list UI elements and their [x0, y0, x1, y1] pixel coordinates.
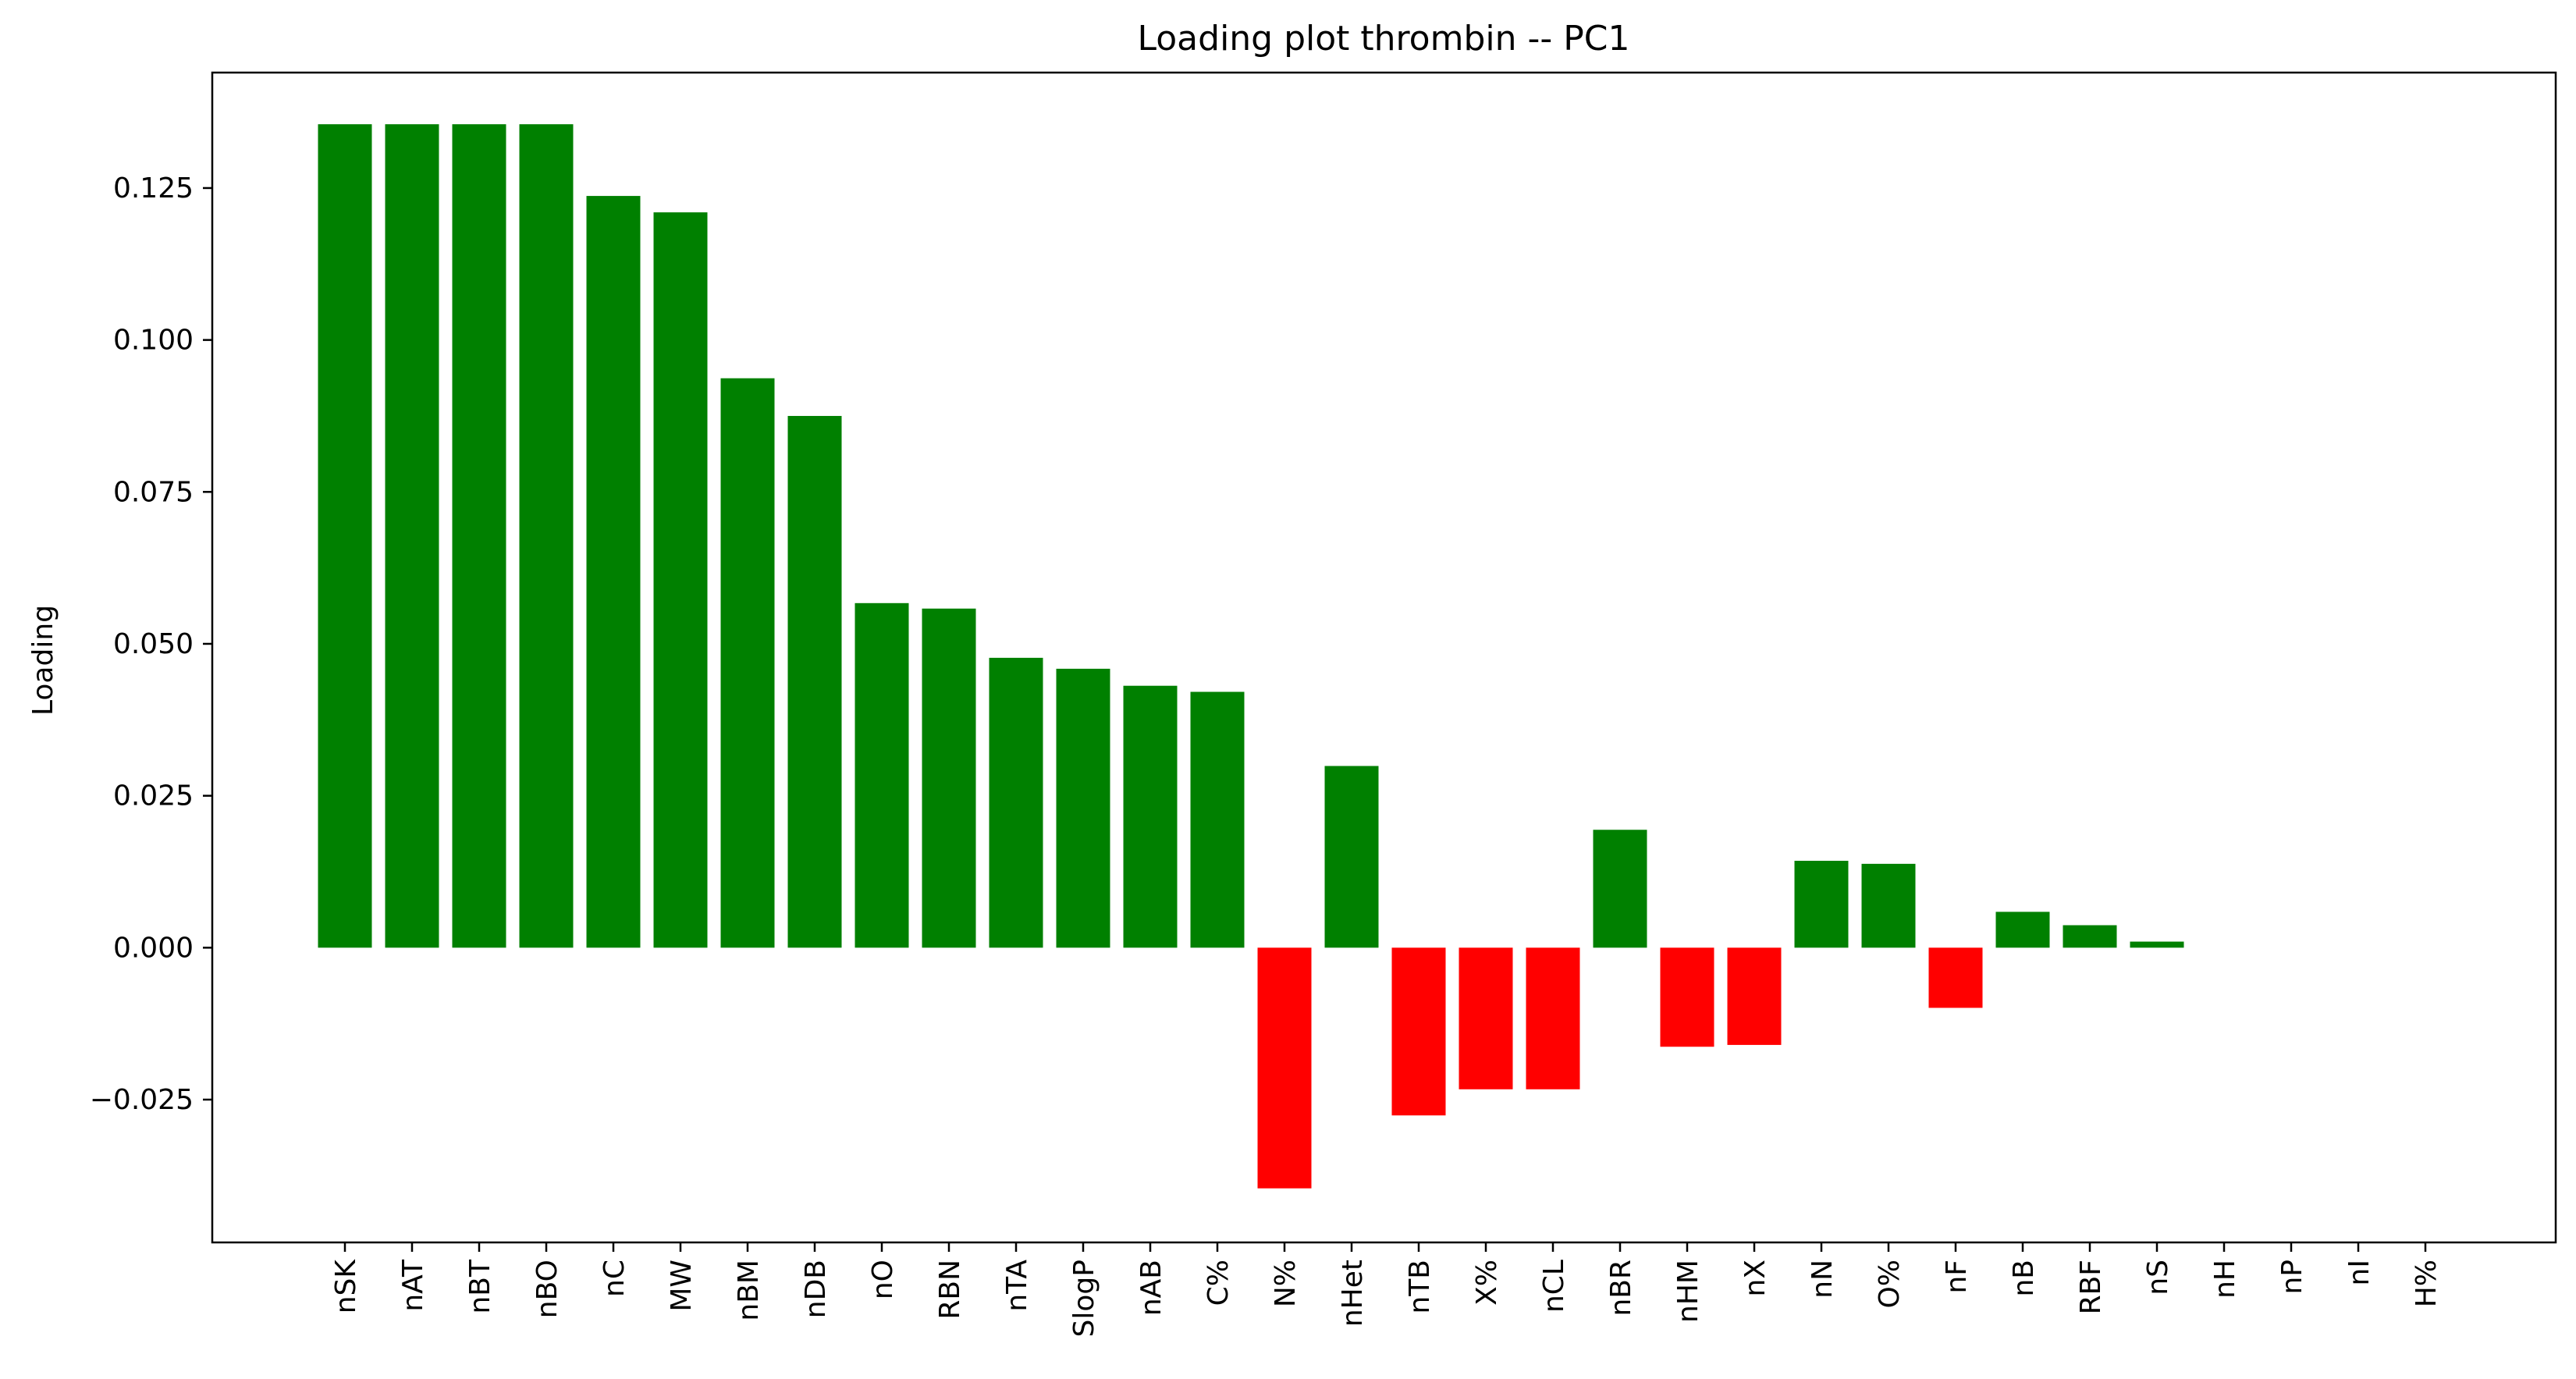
axis-layer: nSK nAT nBT nBO nC MW nBM nDB nO RBN nTA SlogP nAB C%… [90, 172, 2443, 1337]
x-tick-label: nHet [1337, 1260, 1369, 1327]
x-tick-label: nP [2276, 1260, 2308, 1295]
x-tick-label: nBR [1605, 1260, 1637, 1317]
bar-nbm [720, 378, 775, 948]
x-tick-label: O% [1874, 1260, 1906, 1309]
bar-mw [653, 212, 708, 948]
y-tick-label: 0.050 [113, 628, 194, 660]
bar-rbn [922, 608, 976, 948]
y-tick-label: 0.075 [113, 476, 194, 508]
bar-ncl [1526, 947, 1580, 1089]
bar-ndb [787, 415, 842, 948]
bar-slogp [1056, 668, 1110, 948]
bar-x-pct [1459, 947, 1513, 1089]
bar-nta [989, 657, 1043, 948]
chart-title: Loading plot thrombin -- PC1 [1138, 19, 1630, 59]
bar-nc [586, 196, 641, 948]
x-tick-label: nCL [1538, 1260, 1570, 1313]
bar-n-pct [1257, 947, 1312, 1189]
bar-nat [385, 124, 439, 948]
bar-no [855, 602, 909, 948]
x-tick-label: nI [2343, 1260, 2375, 1285]
bar-nab [1123, 685, 1178, 948]
bar-c-pct [1190, 691, 1245, 948]
bar-nf [1928, 947, 1983, 1008]
x-tick-label: nDB [800, 1260, 832, 1318]
x-tick-label: SlogP [1068, 1260, 1100, 1337]
x-tick-label: nBM [733, 1260, 765, 1321]
x-tick-label: nBO [531, 1260, 563, 1318]
x-tick-label: nO [867, 1260, 899, 1299]
x-tick-label: nHM [1672, 1260, 1704, 1323]
x-tick-label: X% [1471, 1260, 1503, 1306]
x-tick-label: N% [1270, 1260, 1302, 1307]
bar-nn [1794, 860, 1849, 948]
bar-nx [1727, 947, 1782, 1045]
x-tick-label: nTA [1001, 1260, 1033, 1312]
x-tick-label: nS [2142, 1260, 2174, 1295]
x-tick-label: RBN [934, 1260, 966, 1320]
x-tick-label: nTB [1404, 1260, 1436, 1314]
x-tick-label: H% [2411, 1260, 2443, 1307]
x-tick-label: C% [1203, 1260, 1235, 1306]
bars-layer [318, 124, 2184, 1189]
y-axis-label: Loading [27, 605, 59, 716]
bar-o-pct [1861, 863, 1916, 948]
x-tick-label: nH [2209, 1260, 2241, 1299]
bar-rbf [2063, 925, 2117, 948]
x-tick-label: nF [1941, 1260, 1973, 1294]
bar-ntb [1391, 947, 1446, 1116]
bar-nhm [1660, 947, 1714, 1047]
y-tick-label: −0.025 [90, 1084, 194, 1116]
x-tick-label: RBF [2075, 1260, 2107, 1314]
bar-ns [2130, 941, 2184, 948]
x-tick-label: nBT [464, 1259, 496, 1314]
y-tick-label: 0.000 [113, 932, 194, 964]
y-tick-label: 0.100 [113, 325, 194, 357]
x-tick-label: nAT [397, 1259, 429, 1312]
bar-nb [1995, 912, 2050, 948]
x-tick-label: nN [1807, 1260, 1839, 1299]
plot-area-frame [211, 71, 2557, 1244]
bar-nbo [519, 124, 574, 948]
x-tick-label: nX [1739, 1260, 1771, 1296]
bar-nbt [452, 124, 506, 948]
bar-nhet [1324, 766, 1379, 948]
bar-nsk [318, 124, 372, 948]
bar-nbr [1593, 830, 1647, 948]
x-tick-label: nSK [330, 1259, 362, 1314]
x-tick-label: nAB [1135, 1260, 1167, 1316]
x-tick-label: nC [599, 1260, 631, 1297]
x-tick-label: MW [666, 1260, 698, 1312]
x-tick-label: nB [2008, 1260, 2040, 1297]
y-tick-label: 0.125 [113, 172, 194, 204]
y-tick-label: 0.025 [113, 780, 194, 812]
